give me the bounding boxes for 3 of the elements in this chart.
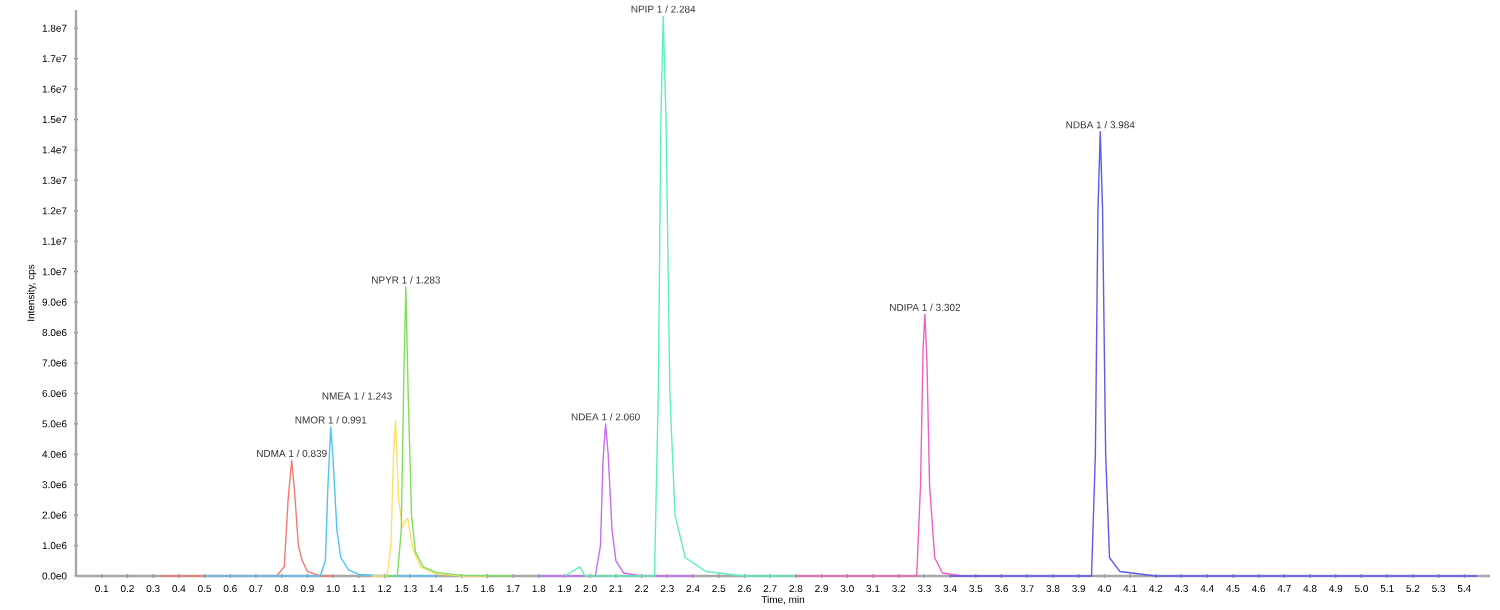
- line-series: [538, 423, 694, 577]
- line-series: [203, 426, 437, 577]
- line-series: [370, 420, 489, 577]
